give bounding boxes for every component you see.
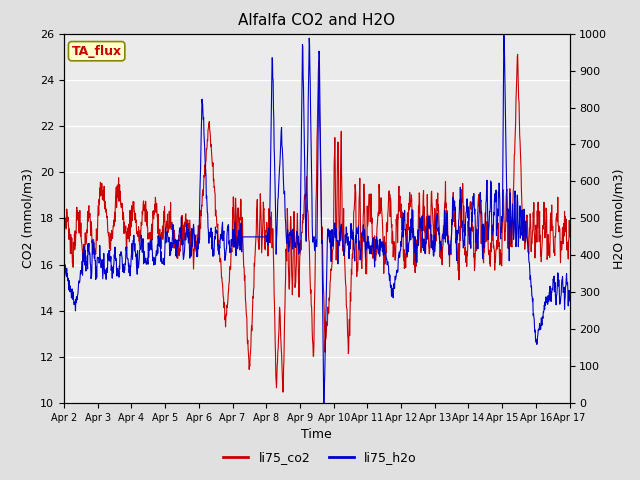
Title: Alfalfa CO2 and H2O: Alfalfa CO2 and H2O <box>238 13 396 28</box>
Legend: li75_co2, li75_h2o: li75_co2, li75_h2o <box>218 446 422 469</box>
X-axis label: Time: Time <box>301 429 332 442</box>
Y-axis label: CO2 (mmol/m3): CO2 (mmol/m3) <box>22 168 35 268</box>
Y-axis label: H2O (mmol/m3): H2O (mmol/m3) <box>613 168 626 269</box>
Text: TA_flux: TA_flux <box>72 45 122 58</box>
